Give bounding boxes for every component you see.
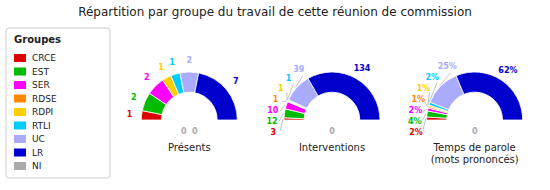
legend-entry: SER (32, 80, 50, 90)
chart-label: Interventions (299, 142, 365, 153)
legend-entry: RDSE (32, 94, 57, 104)
legend-entry: CRCE (32, 53, 56, 63)
data-label: 0 (329, 127, 335, 136)
background (0, 0, 550, 190)
semi-donut (422, 72, 523, 131)
legend-swatch (14, 108, 26, 116)
data-label: 10 (267, 106, 279, 115)
legend-entry: RTLI (32, 121, 51, 131)
legend-swatch (14, 81, 26, 89)
data-label: 0 (192, 127, 198, 136)
data-label: 1 (278, 84, 284, 93)
leader-line (280, 119, 283, 131)
chart-label-line: Interventions (299, 142, 365, 153)
semi-donut (279, 72, 380, 131)
data-label: 62% (498, 66, 517, 75)
chart-root: Répartition par groupe du travail de cet… (0, 0, 550, 190)
data-label: 1 (286, 74, 292, 83)
legend-swatch (14, 68, 26, 76)
legend-entry: LR (32, 148, 43, 158)
data-label: 1% (417, 84, 431, 93)
legend-swatch (14, 54, 26, 62)
data-label: 1 (127, 110, 133, 119)
leader-line (296, 76, 303, 87)
data-label: 0 (181, 127, 187, 136)
legend-title: Groupes (14, 34, 61, 45)
legend-entry: NI (32, 161, 41, 171)
data-label: 1 (169, 58, 175, 67)
data-label: 25% (438, 62, 457, 71)
leader-line (287, 84, 293, 100)
title: Répartition par groupe du travail de cet… (78, 5, 472, 19)
legend-swatch (14, 122, 26, 130)
leader-line (282, 100, 287, 102)
leader-line (440, 73, 451, 86)
data-label: 1 (158, 63, 164, 72)
chart-label: Présents (168, 142, 211, 153)
leader-line (422, 109, 427, 111)
leader-line (425, 102, 428, 107)
data-label: 2% (425, 73, 439, 82)
leader-line (428, 92, 430, 105)
data-label: 2% (409, 106, 423, 115)
data-label: 1% (411, 95, 425, 104)
chart-label-line: Présents (168, 142, 211, 153)
legend-entry: UC (32, 134, 45, 144)
donut-wedge (308, 72, 380, 120)
legend-box (6, 28, 110, 178)
chart-label-line: Temps de parole (433, 142, 516, 153)
chart-label: Temps de parole(mots prononcés) (431, 142, 519, 165)
donut-wedge (456, 72, 523, 120)
data-label: 39 (293, 65, 305, 74)
leader-line (422, 114, 426, 122)
data-label: 7 (233, 77, 239, 86)
legend-swatch (14, 135, 26, 143)
legend-swatch (14, 162, 26, 170)
data-label: 2 (131, 93, 137, 102)
data-label: 1 (273, 95, 279, 104)
data-label: 3 (271, 128, 277, 137)
donut-wedge (195, 73, 238, 120)
data-label: 134 (354, 64, 371, 73)
data-label: 2% (409, 128, 423, 137)
semi-donut (141, 72, 237, 120)
chart-label-line: (mots prononcés) (431, 154, 519, 165)
leader-line (279, 113, 283, 121)
data-label: 2 (187, 56, 193, 65)
legend-entry: EST (32, 67, 49, 77)
data-label: 2 (144, 73, 150, 82)
legend-swatch (14, 95, 26, 103)
data-label: 0 (472, 127, 478, 136)
legend: Groupes CRCE EST SER RDSE RDPI RTLI UC LR NI (6, 28, 110, 178)
data-label: 4% (408, 117, 422, 126)
leader-line (280, 105, 286, 112)
data-label: 12 (266, 117, 277, 126)
leader-line (423, 118, 426, 131)
legend-entry: RDPI (32, 107, 53, 117)
legend-swatch (14, 149, 26, 157)
